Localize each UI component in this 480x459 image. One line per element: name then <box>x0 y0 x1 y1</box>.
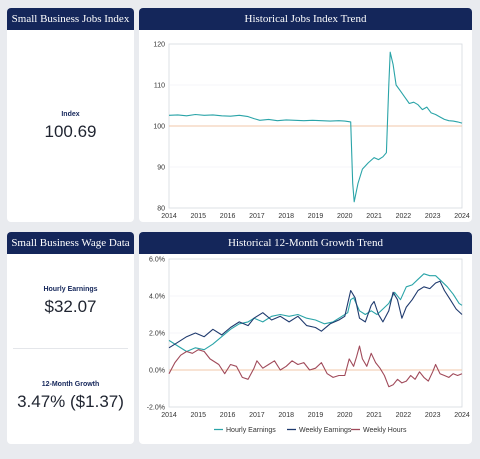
x-tick-label: 2021 <box>366 412 382 419</box>
x-tick-label: 2020 <box>337 412 353 419</box>
y-tick-label: 2.0% <box>149 331 165 338</box>
y-tick-label: 4.0% <box>149 294 165 301</box>
growth-trend-card-title: Historical 12-Month Growth Trend <box>139 232 472 254</box>
x-tick-label: 2018 <box>278 213 294 220</box>
growth-trend-card: Historical 12-Month Growth Trend 6.0% 4.0… <box>139 232 472 444</box>
x-tick-label: 2024 <box>454 412 470 419</box>
x-tick-label: 2020 <box>337 213 353 220</box>
hourly-earnings-line <box>168 273 463 353</box>
x-tick-label: 2019 <box>308 213 324 220</box>
growth-trend-chart: 6.0% 4.0% 2.0% 0.0% -2.0%2014 2015 2016 2017 201… <box>147 257 470 435</box>
x-tick-label: 2017 <box>249 412 265 419</box>
x-tick-label: 2018 <box>278 412 294 419</box>
legend-label: Hourly Earnings <box>226 427 276 434</box>
growth-value: 3.47% ($1.37) <box>17 392 124 411</box>
growth-label: 12-Month Growth <box>41 381 100 388</box>
x-tick-label: 2022 <box>396 412 412 419</box>
x-tick-label: 2022 <box>396 213 412 220</box>
y-tick-label: 6.0% <box>149 257 165 264</box>
hourly-earnings-label: Hourly Earnings <box>43 285 98 293</box>
growth-section: 12-Month Growth 3.47% ($1.37) <box>7 349 134 444</box>
y-tick-label: 120 <box>153 42 165 49</box>
jobs-index-card: Small Business Jobs Index Index 100.69 <box>7 8 134 222</box>
wage-data-card: Small Business Wage Data Hourly Earnings… <box>7 232 134 444</box>
y-tick-label: 110 <box>154 83 165 90</box>
jobs-trend-card-title: Historical Jobs Index Trend <box>139 8 472 30</box>
weekly-earnings-line <box>168 280 463 349</box>
x-tick-label: 2023 <box>425 213 441 220</box>
hourly-earnings-section: Hourly Earnings $32.07 <box>7 254 134 348</box>
legend-label: Weekly Earnings <box>299 427 352 434</box>
x-tick-label: 2019 <box>308 412 324 419</box>
x-tick-label: 2023 <box>425 412 441 419</box>
jobs-index-card-title: Small Business Jobs Index <box>7 8 134 30</box>
section-divider <box>13 348 128 349</box>
index-value: 100.69 <box>44 121 97 141</box>
wage-data-card-title: Small Business Wage Data <box>7 232 134 254</box>
x-tick-label: 2016 <box>220 213 236 220</box>
y-tick-label: 0.0% <box>149 368 165 375</box>
weekly-hours-line <box>168 345 463 388</box>
y-tick-label: 100 <box>153 124 165 131</box>
index-label: Index <box>61 110 80 118</box>
y-tick-label: -2.0% <box>147 405 165 412</box>
jobs-index-line <box>168 51 463 203</box>
x-tick-label: 2021 <box>366 213 382 220</box>
x-tick-label: 2015 <box>191 213 207 220</box>
x-tick-label: 2024 <box>454 213 470 220</box>
x-tick-label: 2015 <box>191 412 207 419</box>
x-tick-label: 2017 <box>249 213 265 220</box>
jobs-trend-card: Historical Jobs Index Trend 120 110 100 90 8… <box>139 8 472 222</box>
y-tick-label: 90 <box>157 165 165 172</box>
legend-label: Weekly Hours <box>363 427 407 434</box>
x-tick-label: 2014 <box>161 412 177 419</box>
x-tick-label: 2014 <box>161 213 177 220</box>
jobs-index-body: Index 100.69 <box>7 30 134 222</box>
y-tick-label: 80 <box>157 206 165 213</box>
hourly-earnings-value: $32.07 <box>44 296 97 316</box>
x-tick-label: 2016 <box>220 412 236 419</box>
